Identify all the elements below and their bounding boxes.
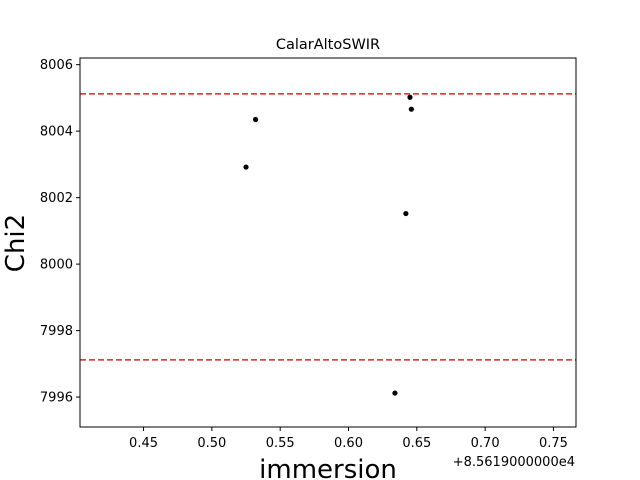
y-tick-label: 8006 — [40, 58, 73, 73]
x-tick-label: 0.65 — [402, 436, 431, 451]
y-axis: 7996 7998 8000 8002 8004 8006 — [40, 58, 80, 406]
chart-title: CalarAltoSWIR — [276, 37, 380, 53]
data-point — [403, 210, 409, 217]
x-tick-label: 0.60 — [334, 436, 363, 451]
data-point — [252, 116, 259, 123]
x-tick-label: 0.75 — [539, 436, 568, 451]
x-tick-label: 0.70 — [471, 436, 500, 451]
x-tick-label: 0.55 — [266, 436, 295, 451]
x-tick-label: 0.45 — [129, 436, 158, 451]
y-tick-label: 8002 — [40, 191, 73, 206]
y-tick-label: 8004 — [40, 125, 73, 140]
x-axis-offset: +8.5619000000e4 — [453, 455, 575, 470]
data-point — [392, 390, 398, 396]
data-point — [243, 164, 249, 170]
axes-frame — [79, 57, 577, 428]
x-tick-label: 0.50 — [197, 436, 226, 451]
y-axis-label: Chi2 — [1, 214, 31, 272]
x-axis-label: immersion — [259, 455, 397, 480]
y-tick-label: 7996 — [40, 391, 73, 406]
x-axis: 0.45 0.50 0.55 0.60 0.65 0.70 0.75 — [129, 427, 568, 451]
y-tick-label: 8000 — [40, 258, 73, 273]
data-point — [408, 106, 414, 112]
y-tick-label: 7998 — [40, 324, 73, 339]
plot-area — [80, 93, 576, 396]
data-point — [407, 94, 413, 100]
